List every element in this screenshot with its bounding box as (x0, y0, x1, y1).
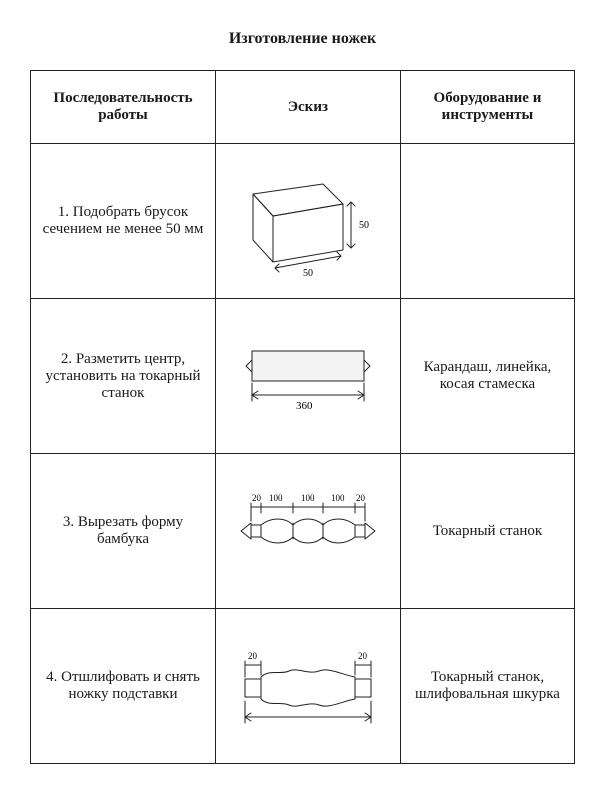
col-header-tools: Оборудование и инструменты (400, 71, 574, 144)
seg-label-3: 100 (331, 493, 345, 503)
table-row: 4. Отшлифовать и снять ножку подставки (31, 609, 575, 764)
page-title: Изготовление ножек (30, 30, 575, 48)
box3d-lines (253, 184, 355, 272)
dim-length: 360 (296, 400, 313, 412)
sketch-bamboo: 20 100 100 100 20 (223, 481, 393, 581)
step-seq: 3. Вырезать форму бамбука (31, 454, 216, 609)
process-table: Последовательность работы Эскиз Оборудов… (30, 70, 575, 764)
step-sketch: 360 (215, 299, 400, 454)
sketch-box3d: 50 50 (233, 164, 383, 279)
seg-label-2: 100 (301, 493, 315, 503)
dim-w: 50 (303, 268, 313, 279)
table-body: 1. Подобрать брусок сечением не менее 50… (31, 144, 575, 764)
step-tools: Токарный станок, шлифовальная шкурка (400, 609, 574, 764)
page: Изготовление ножек Последовательность ра… (0, 0, 605, 764)
step-sketch: 20 100 100 100 20 (215, 454, 400, 609)
seg-label-4: 20 (356, 493, 366, 503)
col-header-sketch: Эскиз (215, 71, 400, 144)
step-sketch: 20 20 (215, 609, 400, 764)
seg-label-0: 20 (252, 493, 262, 503)
step-tools: Токарный станок (400, 454, 574, 609)
step-tools (400, 144, 574, 299)
table-row: 2. Разметить центр, установить на токарн… (31, 299, 575, 454)
table-row: 3. Вырезать форму бамбука (31, 454, 575, 609)
dim-h: 50 (359, 220, 369, 231)
leg-lines (245, 661, 371, 723)
table-header-row: Последовательность работы Эскиз Оборудов… (31, 71, 575, 144)
step-sketch: 50 50 (215, 144, 400, 299)
step-tools: Карандаш, линейка, косая стамеска (400, 299, 574, 454)
end-dim-left: 20 (248, 651, 258, 661)
step-seq: 2. Разметить центр, установить на токарн… (31, 299, 216, 454)
sketch-finished-leg: 20 20 (223, 631, 393, 741)
step-seq: 1. Подобрать брусок сечением не менее 50… (31, 144, 216, 299)
bamboo-lines (241, 503, 375, 543)
table-row: 1. Подобрать брусок сечением не менее 50… (31, 144, 575, 299)
blank-lines (246, 351, 370, 401)
end-dim-right: 20 (358, 651, 368, 661)
col-header-seq: Последовательность работы (31, 71, 216, 144)
sketch-blank-lathe: 360 (228, 331, 388, 421)
seg-label-1: 100 (269, 493, 283, 503)
step-seq: 4. Отшлифовать и снять ножку подставки (31, 609, 216, 764)
